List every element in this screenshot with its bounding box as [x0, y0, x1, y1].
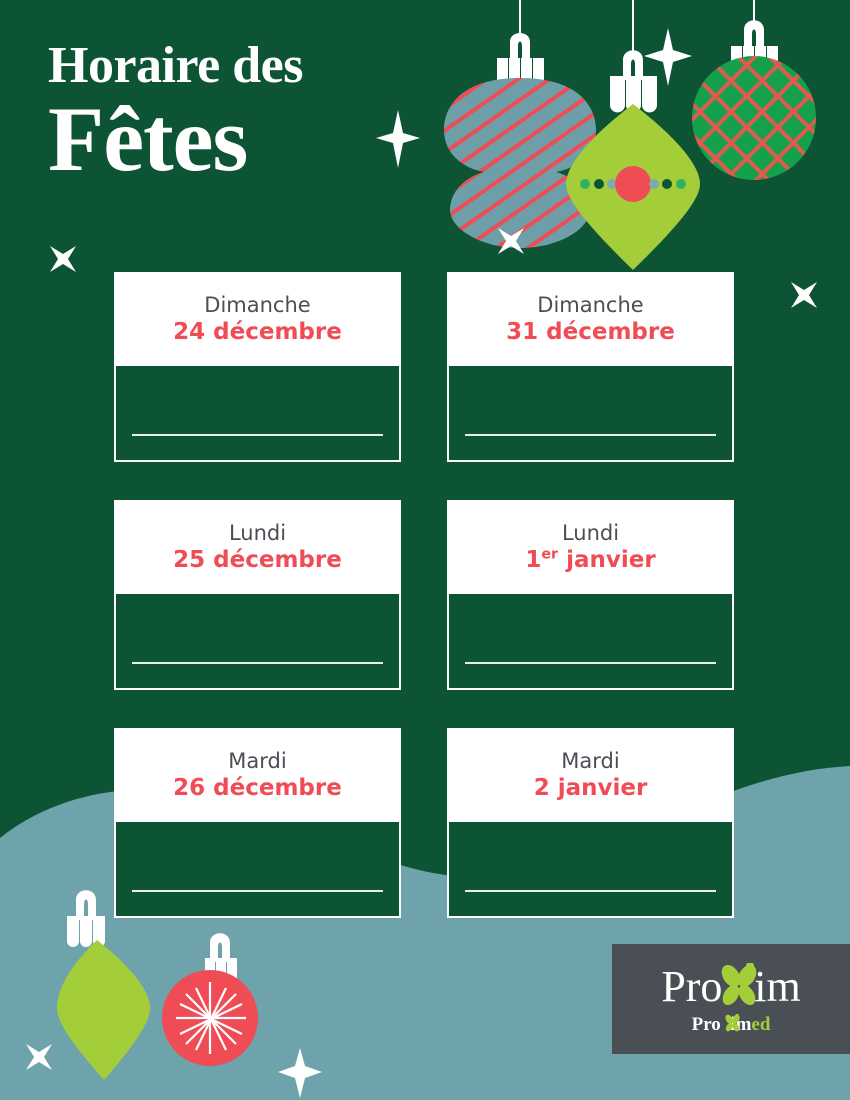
- card-hours-area[interactable]: [449, 592, 732, 688]
- sparkle-icon: [644, 28, 692, 86]
- lime-teardrop-ornament: [566, 0, 700, 270]
- ornament-loop: [210, 933, 230, 962]
- logo-sub-suffix: ed: [751, 1013, 771, 1035]
- ornament-body: [57, 940, 150, 1080]
- cross-sparkle-icon: [50, 246, 76, 272]
- sparkle-icon: [376, 110, 420, 168]
- lime-teardrop-ornament-small: [57, 890, 150, 1080]
- sparkle-icon-group: [376, 28, 692, 168]
- card-header: Mardi 2 janvier: [449, 730, 732, 820]
- write-line: [465, 662, 716, 664]
- striped-onion-ornament: [444, 0, 596, 248]
- ornament-loop: [623, 50, 643, 80]
- page-title: Horaire des Fêtes: [48, 37, 303, 190]
- cross-sparkle-group: [50, 228, 817, 308]
- card-header: Lundi 25 décembre: [116, 502, 399, 592]
- card-day-label: Lundi: [561, 520, 620, 545]
- title-line-1: Horaire des: [48, 37, 303, 94]
- bottom-sparkle-group: [26, 1044, 322, 1098]
- card-day-label: Dimanche: [537, 292, 644, 317]
- ornament-body: [692, 56, 816, 180]
- card-day-label: Lundi: [228, 520, 287, 545]
- schedule-card[interactable]: Mardi 26 décembre: [114, 728, 401, 918]
- write-line: [465, 434, 716, 436]
- butterfly-x-icon: [722, 962, 757, 1005]
- logo-wordmark: ProXim: [661, 961, 801, 1011]
- write-line: [465, 890, 716, 892]
- card-date-month: janvier: [566, 547, 656, 574]
- schedule-card[interactable]: Lundi 1er janvier: [447, 500, 734, 690]
- card-day-label: Mardi: [561, 748, 620, 773]
- schedule-card[interactable]: Dimanche 24 décembre: [114, 272, 401, 462]
- card-day-label: Dimanche: [204, 292, 311, 317]
- ornament-loop: [744, 20, 764, 50]
- write-line: [132, 890, 383, 892]
- card-header: Dimanche 24 décembre: [116, 274, 399, 364]
- ornament-cap: [67, 916, 105, 947]
- card-hours-area[interactable]: [449, 820, 732, 916]
- schedule-card-grid: Dimanche 24 décembre Dimanche 31 décembr…: [114, 272, 736, 918]
- red-ball-ornament: [162, 933, 258, 1066]
- cross-sparkle-icon: [791, 282, 817, 308]
- card-hours-area[interactable]: [116, 820, 399, 916]
- card-hours-area[interactable]: [116, 364, 399, 460]
- card-header: Dimanche 31 décembre: [449, 274, 732, 364]
- plaid-ball-ornament: [692, 0, 816, 180]
- logo-subwordmark: Proximed: [691, 1013, 771, 1035]
- ornament-loop: [76, 890, 96, 920]
- card-date-label: 1er janvier: [525, 546, 655, 576]
- schedule-card[interactable]: Mardi 2 janvier: [447, 728, 734, 918]
- ornament-bead-row: [580, 166, 686, 202]
- card-date-label: 31 décembre: [506, 319, 675, 346]
- sparkle-icon: [278, 1048, 322, 1098]
- cross-sparkle-icon: [26, 1044, 52, 1070]
- card-hours-area[interactable]: [449, 364, 732, 460]
- card-date-label: 26 décembre: [173, 775, 342, 802]
- ornament-body: [444, 78, 596, 248]
- card-date-label: 24 décembre: [173, 319, 342, 346]
- card-date-ordinal: er: [541, 546, 559, 563]
- schedule-card[interactable]: Lundi 25 décembre: [114, 500, 401, 690]
- card-header: Mardi 26 décembre: [116, 730, 399, 820]
- starburst-icon: [176, 982, 246, 1054]
- card-hours-area[interactable]: [116, 592, 399, 688]
- butterfly-x-icon-small: [724, 1013, 740, 1031]
- card-date-label: 25 décembre: [173, 547, 342, 574]
- cross-sparkle-icon: [498, 228, 524, 254]
- card-date-label: 2 janvier: [533, 775, 648, 802]
- card-header: Lundi 1er janvier: [449, 502, 732, 592]
- card-date-number: 1: [525, 547, 542, 574]
- schedule-card[interactable]: Dimanche 31 décembre: [447, 272, 734, 462]
- proxim-logo[interactable]: ProXim Proximed: [612, 944, 850, 1054]
- logo-name-before-x: Pro: [661, 961, 723, 1011]
- title-line-2: Fêtes: [48, 88, 248, 190]
- ornament-loop: [510, 33, 530, 62]
- card-day-label: Mardi: [228, 748, 287, 773]
- logo-sub-before-x: Pro: [691, 1013, 721, 1035]
- logo-name-after-x: im: [754, 961, 801, 1011]
- ornament-cap: [610, 76, 657, 113]
- write-line: [132, 434, 383, 436]
- write-line: [132, 662, 383, 664]
